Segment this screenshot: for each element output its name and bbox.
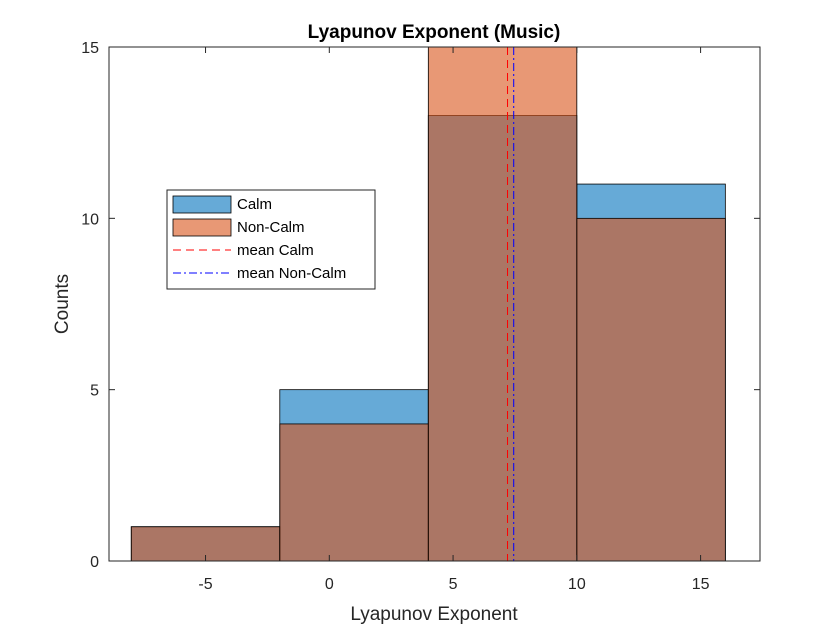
legend: Calm Non-Calm mean Calm mean Non-Calm <box>166 189 376 290</box>
legend-label-3: mean Non-Calm <box>237 265 346 282</box>
y-tick-label-2: 10 <box>81 211 99 228</box>
y-axis-label: Counts <box>52 274 73 334</box>
chart-title: Lyapunov Exponent (Music) <box>308 22 561 43</box>
x-tick-label-2: 5 <box>449 576 458 593</box>
bar-non-calm-1 <box>279 423 429 562</box>
x-tick-label-4: 15 <box>692 576 710 593</box>
x-tick-label-1: 0 <box>325 576 334 593</box>
plot-area: -5 0 5 10 15 0 5 10 15 <box>81 40 761 593</box>
y-tick-label-1: 5 <box>90 383 99 400</box>
bar-non-calm-2 <box>427 46 578 562</box>
legend-swatch-0 <box>172 195 232 214</box>
axes-box <box>108 46 761 562</box>
legend-label-0: Calm <box>237 196 272 213</box>
legend-label-2: mean Calm <box>237 242 314 259</box>
legend-label-1: Non-Calm <box>237 219 305 236</box>
x-axis-label: Lyapunov Exponent <box>350 604 518 625</box>
legend-swatch-1 <box>172 218 232 237</box>
bar-non-calm-3 <box>576 217 726 562</box>
x-tick-label-3: 10 <box>568 576 586 593</box>
y-tick-label-3: 15 <box>81 40 99 57</box>
y-tick-label-0: 0 <box>90 554 99 571</box>
x-tick-label-0: -5 <box>198 576 212 593</box>
